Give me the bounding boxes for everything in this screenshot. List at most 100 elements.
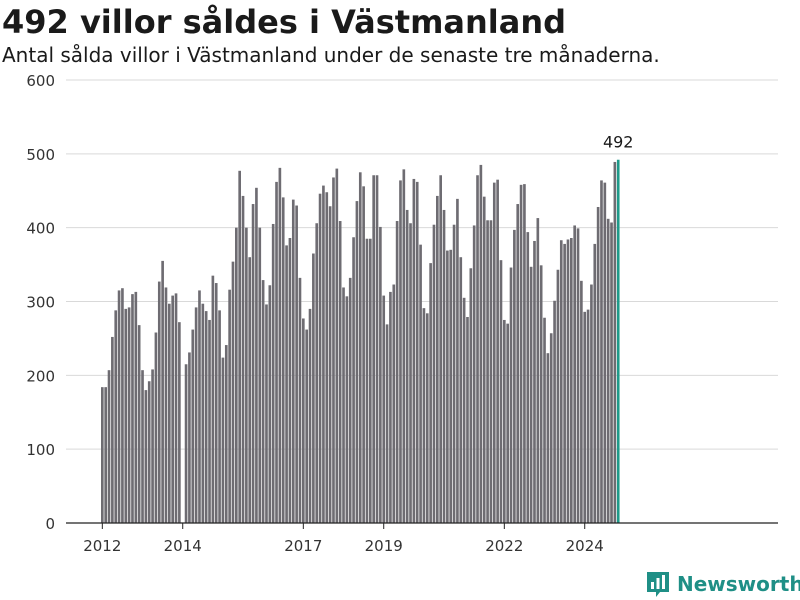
bar xyxy=(519,184,523,523)
bar-chart-logo-icon xyxy=(647,572,669,597)
highlight-bar xyxy=(616,159,620,524)
bar xyxy=(583,311,587,523)
x-tick-label: 2014 xyxy=(164,537,202,555)
bar xyxy=(486,220,489,523)
bar xyxy=(529,266,533,523)
x-axis: 2012 2014 2017 2019 2022 2024 xyxy=(66,522,778,555)
bar xyxy=(224,345,228,523)
bar xyxy=(147,381,151,523)
bar xyxy=(503,319,506,523)
bar xyxy=(613,161,617,523)
bar xyxy=(556,269,560,523)
bar xyxy=(228,289,231,523)
bar xyxy=(121,288,124,523)
bar xyxy=(499,260,503,523)
y-tick-label: 500 xyxy=(26,146,55,164)
bar xyxy=(268,285,272,523)
bar xyxy=(345,296,349,523)
bar xyxy=(291,199,295,524)
bar xyxy=(322,185,325,523)
bar xyxy=(603,182,607,523)
bar xyxy=(479,164,483,523)
bar xyxy=(593,243,597,523)
bar xyxy=(573,225,576,523)
bar xyxy=(144,390,148,523)
bar xyxy=(134,291,138,523)
bar xyxy=(124,308,128,523)
bar xyxy=(409,223,412,524)
bar xyxy=(248,257,252,523)
x-tick-label: 2012 xyxy=(83,537,121,555)
bar xyxy=(265,304,268,523)
bar xyxy=(365,238,369,524)
bar xyxy=(184,364,188,523)
bar xyxy=(459,257,463,523)
bar xyxy=(104,387,107,523)
bar xyxy=(539,265,543,523)
bar xyxy=(164,287,168,523)
bar xyxy=(516,204,520,524)
bar xyxy=(318,193,322,523)
bar xyxy=(221,357,225,523)
bar xyxy=(178,322,181,523)
bar xyxy=(533,240,536,523)
y-tick-label: 200 xyxy=(26,367,55,385)
bar xyxy=(452,224,456,523)
bar xyxy=(315,223,319,524)
bar xyxy=(328,206,332,523)
bar xyxy=(302,318,305,523)
bar xyxy=(543,317,546,523)
brand-name: Newsworthy xyxy=(677,572,800,596)
bar xyxy=(412,178,416,523)
bar xyxy=(238,170,241,523)
bar xyxy=(191,329,195,523)
bar xyxy=(402,169,406,523)
bar xyxy=(596,206,600,524)
bar xyxy=(466,317,469,523)
bar xyxy=(405,209,409,523)
bar xyxy=(261,280,265,523)
bar xyxy=(295,205,298,523)
bar xyxy=(432,224,436,523)
bar xyxy=(442,209,446,523)
bar xyxy=(174,293,178,523)
bar xyxy=(553,300,556,523)
bar xyxy=(305,329,308,523)
bar xyxy=(472,225,476,523)
bar xyxy=(590,284,593,523)
bar xyxy=(456,198,459,523)
bar xyxy=(355,201,359,523)
bar xyxy=(255,187,258,524)
bar xyxy=(137,325,141,523)
bar xyxy=(332,177,335,523)
bar xyxy=(372,175,375,523)
bar xyxy=(358,172,362,524)
bar xyxy=(271,223,275,523)
bar xyxy=(204,311,208,523)
bar xyxy=(449,249,453,523)
bar xyxy=(576,228,580,523)
bar xyxy=(281,197,285,523)
bar xyxy=(549,333,553,523)
bar xyxy=(131,294,134,523)
bar xyxy=(308,308,312,523)
bar xyxy=(536,218,540,523)
bar xyxy=(127,307,131,523)
bar xyxy=(288,238,292,523)
bar xyxy=(506,323,509,523)
bar xyxy=(469,268,473,523)
y-tick-label: 100 xyxy=(26,441,55,459)
bar xyxy=(422,308,426,523)
y-tick-label: 600 xyxy=(26,72,55,90)
bar xyxy=(107,370,111,523)
bar xyxy=(586,309,590,523)
bar xyxy=(208,319,211,523)
bar xyxy=(275,181,278,523)
bar xyxy=(482,196,486,523)
bar xyxy=(161,260,164,523)
bar xyxy=(325,192,329,524)
bar xyxy=(425,313,429,523)
bar xyxy=(429,263,432,523)
bar xyxy=(114,310,118,523)
